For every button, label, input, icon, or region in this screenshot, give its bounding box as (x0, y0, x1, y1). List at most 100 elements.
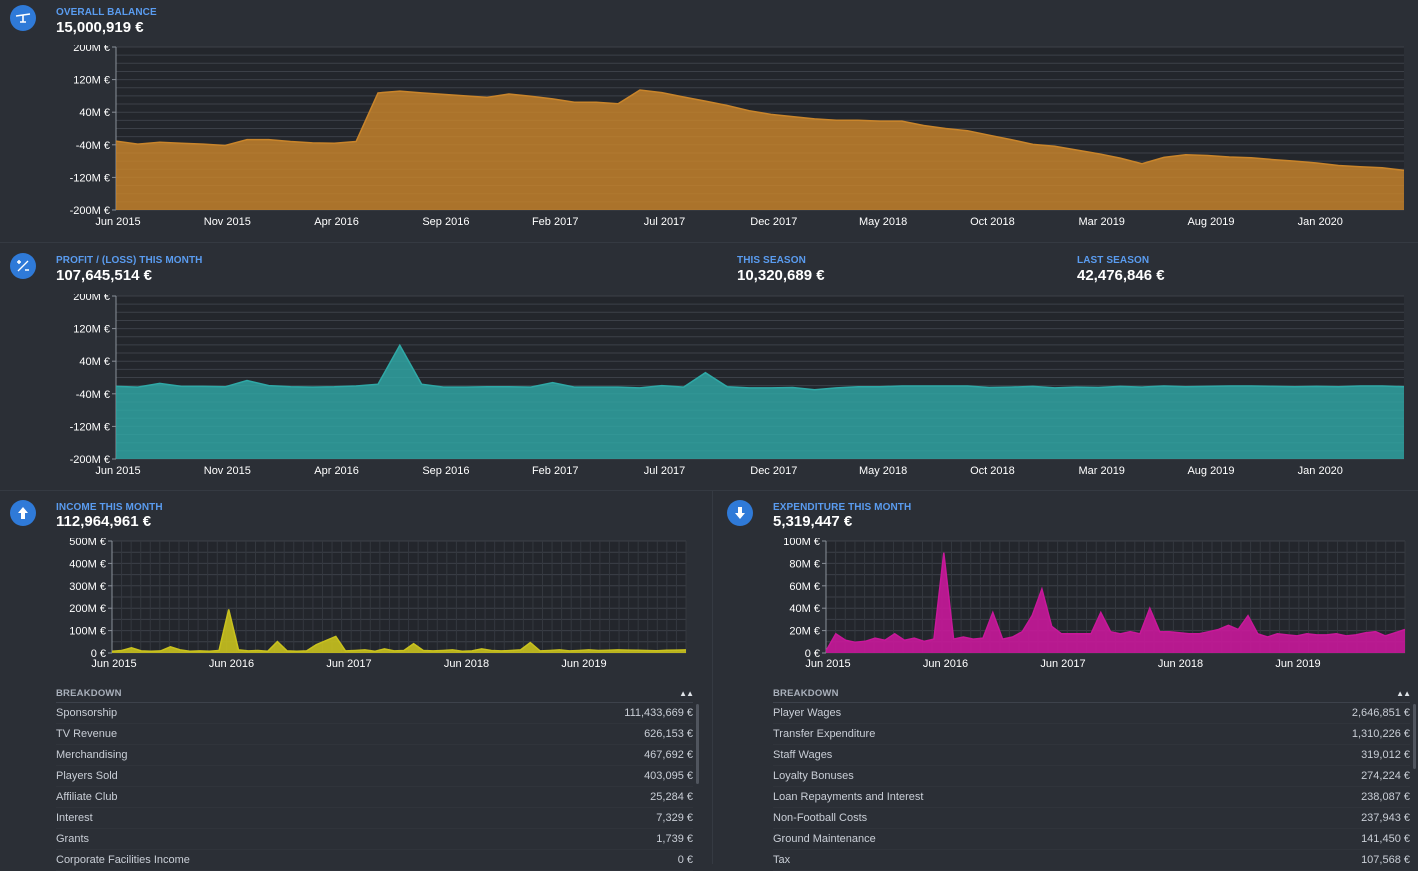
series-area (116, 345, 1404, 459)
income-scrollbar[interactable] (696, 704, 699, 784)
section-divider (0, 490, 1418, 491)
y-tick-label: 100M € (69, 626, 106, 638)
income-label: INCOME THIS MONTH (56, 502, 163, 513)
x-tick-label: Sep 2016 (422, 216, 469, 228)
breakdown-header[interactable]: BREAKDOWN ▲▲ (56, 684, 694, 703)
y-tick-label: 40M € (79, 107, 110, 119)
series-line (115, 89, 1405, 172)
profit-chart: 200M € 120M € 40M € -40M € -120M € -200M €Jun… (70, 294, 1405, 477)
overall-balance-value: 15,000,919 € (56, 19, 144, 36)
x-tick-label: Jul 2017 (644, 465, 686, 477)
breakdown-row[interactable]: Interest 7,329 € (56, 808, 693, 829)
breakdown-row[interactable]: Sponsorship 111,433,669 € (56, 703, 693, 724)
breakdown-item-name: Non-Football Costs (773, 812, 868, 824)
y-tick-label: 40M € (789, 603, 820, 615)
y-tick-label: 300M € (69, 581, 106, 593)
y-tick-label: -200M € (70, 205, 110, 217)
breakdown-item-name: Ground Maintenance (773, 833, 876, 845)
arrow-down-icon (735, 507, 745, 519)
breakdown-item-name: Staff Wages (773, 749, 833, 761)
breakdown-row[interactable]: Affiliate Club 25,284 € (56, 787, 693, 808)
x-tick-label: Jan 2020 (1298, 465, 1343, 477)
breakdown-item-value: 626,153 € (644, 728, 693, 740)
y-tick-label: 80M € (789, 558, 820, 570)
breakdown-row[interactable]: Loyalty Bonuses 274,224 € (773, 766, 1410, 787)
breakdown-row[interactable]: Non-Football Costs 237,943 € (773, 808, 1410, 829)
scales-icon (15, 13, 31, 23)
breakdown-row[interactable]: Players Sold 403,095 € (56, 766, 693, 787)
last-season-label: LAST SEASON (1077, 255, 1150, 266)
breakdown-item-name: Corporate Facilities Income (56, 854, 190, 866)
overall-balance-chart: 200M € 120M € 40M € -40M € -120M € -200M €Jun… (70, 45, 1405, 228)
breakdown-item-name: Affiliate Club (56, 791, 118, 803)
x-tick-label: Dec 2017 (750, 465, 797, 477)
x-tick-label: Jun 2015 (95, 465, 140, 477)
x-tick-label: Aug 2019 (1187, 465, 1234, 477)
breakdown-item-value: 25,284 € (650, 791, 693, 803)
y-tick-label: 40M € (79, 356, 110, 368)
expenditure-value: 5,319,447 € (773, 513, 853, 530)
expenditure-label: EXPENDITURE THIS MONTH (773, 502, 912, 513)
breakdown-row[interactable]: Tax 107,568 € (773, 850, 1410, 871)
breakdown-row[interactable]: Ground Maintenance 141,450 € (773, 829, 1410, 850)
breakdown-item-name: Interest (56, 812, 93, 824)
expenditure-breakdown: BREAKDOWN ▲▲ Player Wages 2,646,851 € Tran… (773, 684, 1411, 871)
overall-balance-label: OVERALL BALANCE (56, 7, 157, 18)
x-tick-label: Nov 2015 (204, 465, 251, 477)
breakdown-item-value: 238,087 € (1361, 791, 1410, 803)
x-tick-label: May 2018 (859, 465, 907, 477)
breakdown-row[interactable]: Merchandising 467,692 € (56, 745, 693, 766)
expenditure-scrollbar[interactable] (1413, 704, 1416, 769)
breakdown-row[interactable]: Staff Wages 319,012 € (773, 745, 1410, 766)
x-tick-label: Mar 2019 (1078, 465, 1124, 477)
x-tick-label: Jun 2015 (805, 658, 850, 670)
breakdown-item-value: 2,646,851 € (1351, 707, 1410, 719)
y-tick-label: 0 € (805, 648, 820, 660)
y-tick-label: 0 € (91, 648, 106, 660)
breakdown-item-name: Grants (56, 833, 90, 845)
breakdown-item-value: 467,692 € (644, 749, 693, 761)
y-tick-label: 400M € (69, 558, 106, 570)
x-tick-label: Jun 2019 (561, 658, 606, 670)
arrow-up-icon (18, 507, 28, 519)
x-tick-label: Jun 2015 (91, 658, 136, 670)
breakdown-row[interactable]: TV Revenue 626,153 € (56, 724, 693, 745)
x-tick-label: Aug 2019 (1187, 216, 1234, 228)
x-tick-label: Feb 2017 (532, 465, 578, 477)
x-tick-label: May 2018 (859, 216, 907, 228)
x-tick-label: Oct 2018 (970, 216, 1015, 228)
x-tick-label: Oct 2018 (970, 465, 1015, 477)
breakdown-row[interactable]: Corporate Facilities Income 0 € (56, 850, 693, 871)
y-tick-label: 200M € (69, 603, 106, 615)
column-divider (712, 490, 713, 864)
x-tick-label: Jul 2017 (644, 216, 686, 228)
breakdown-item-value: 1,739 € (656, 833, 693, 845)
x-tick-label: Jun 2017 (326, 658, 371, 670)
series-line (115, 343, 1405, 391)
y-tick-label: 60M € (789, 581, 820, 593)
y-tick-label: 500M € (69, 538, 106, 548)
y-tick-label: 100M € (783, 538, 820, 548)
breakdown-row[interactable]: Loan Repayments and Interest 238,087 € (773, 787, 1410, 808)
breakdown-item-value: 107,568 € (1361, 854, 1410, 866)
breakdown-row[interactable]: Grants 1,739 € (56, 829, 693, 850)
sort-icon[interactable]: ▲▲ (1396, 688, 1411, 698)
breakdown-item-value: 141,450 € (1361, 833, 1410, 845)
y-tick-label: 120M € (73, 324, 110, 336)
breakdown-item-name: Transfer Expenditure (773, 728, 876, 740)
breakdown-header[interactable]: BREAKDOWN ▲▲ (773, 684, 1411, 703)
y-tick-label: 20M € (789, 626, 820, 638)
y-tick-label: 200M € (73, 294, 110, 303)
series-line (111, 609, 687, 653)
breakdown-row[interactable]: Player Wages 2,646,851 € (773, 703, 1410, 724)
breakdown-item-value: 0 € (677, 854, 693, 866)
y-tick-label: -40M € (76, 389, 110, 401)
series-area (112, 609, 686, 653)
this-season-label: THIS SEASON (737, 255, 806, 266)
sort-icon[interactable]: ▲▲ (679, 688, 694, 698)
breakdown-item-value: 111,433,669 € (624, 707, 693, 719)
x-tick-label: Jun 2019 (1275, 658, 1320, 670)
breakdown-row[interactable]: Transfer Expenditure 1,310,226 € (773, 724, 1410, 745)
profit-value: 107,645,514 € (56, 267, 152, 284)
breakdown-item-name: Loan Repayments and Interest (773, 791, 924, 803)
